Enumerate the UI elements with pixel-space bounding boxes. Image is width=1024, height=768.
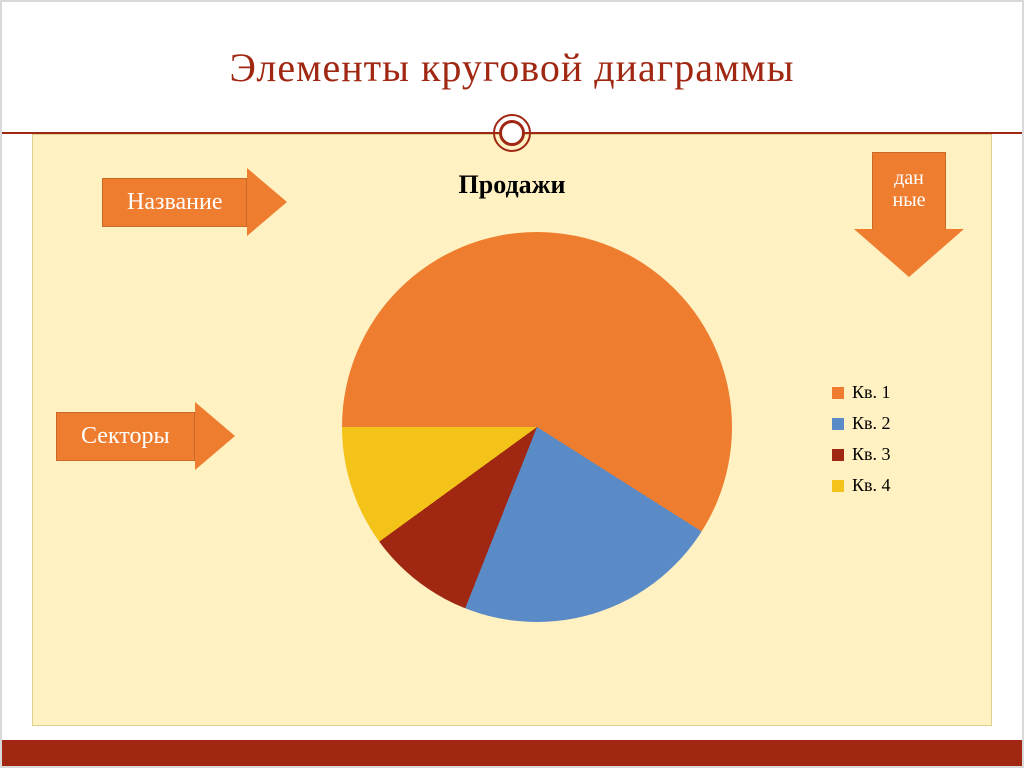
pie-chart xyxy=(342,232,732,622)
legend-item: Кв. 4 xyxy=(832,475,891,496)
callout-label-line1: дан xyxy=(877,167,941,189)
legend: Кв. 1 Кв. 2 Кв. 3 Кв. 4 xyxy=(832,382,891,506)
callout-sectors-arrow: Секторы xyxy=(56,402,235,470)
slide: Элементы круговой диаграммы Продажи Кв. … xyxy=(0,0,1024,768)
arrow-right-icon xyxy=(247,168,287,236)
callout-label-line2: ные xyxy=(877,189,941,211)
callout-body: Название xyxy=(102,178,247,227)
legend-label: Кв. 2 xyxy=(852,413,891,434)
legend-label: Кв. 1 xyxy=(852,382,891,403)
callout-label: Название xyxy=(127,189,222,215)
legend-label: Кв. 3 xyxy=(852,444,891,465)
divider-circle-icon xyxy=(499,120,525,146)
legend-item: Кв. 1 xyxy=(832,382,891,403)
callout-label: Секторы xyxy=(81,423,170,449)
legend-item: Кв. 2 xyxy=(832,413,891,434)
callout-data-arrow: дан ные xyxy=(854,152,964,277)
callout-body: дан ные xyxy=(872,152,946,229)
legend-swatch-icon xyxy=(832,449,844,461)
slide-title: Элементы круговой диаграммы xyxy=(230,44,795,91)
title-area: Элементы круговой диаграммы xyxy=(2,2,1022,132)
bottom-bar xyxy=(2,740,1022,766)
callout-body: Секторы xyxy=(56,412,195,461)
arrow-down-icon xyxy=(854,229,964,277)
arrow-right-icon xyxy=(195,402,235,470)
legend-swatch-icon xyxy=(832,387,844,399)
legend-swatch-icon xyxy=(832,480,844,492)
legend-swatch-icon xyxy=(832,418,844,430)
legend-item: Кв. 3 xyxy=(832,444,891,465)
callout-name-arrow: Название xyxy=(102,168,287,236)
legend-label: Кв. 4 xyxy=(852,475,891,496)
